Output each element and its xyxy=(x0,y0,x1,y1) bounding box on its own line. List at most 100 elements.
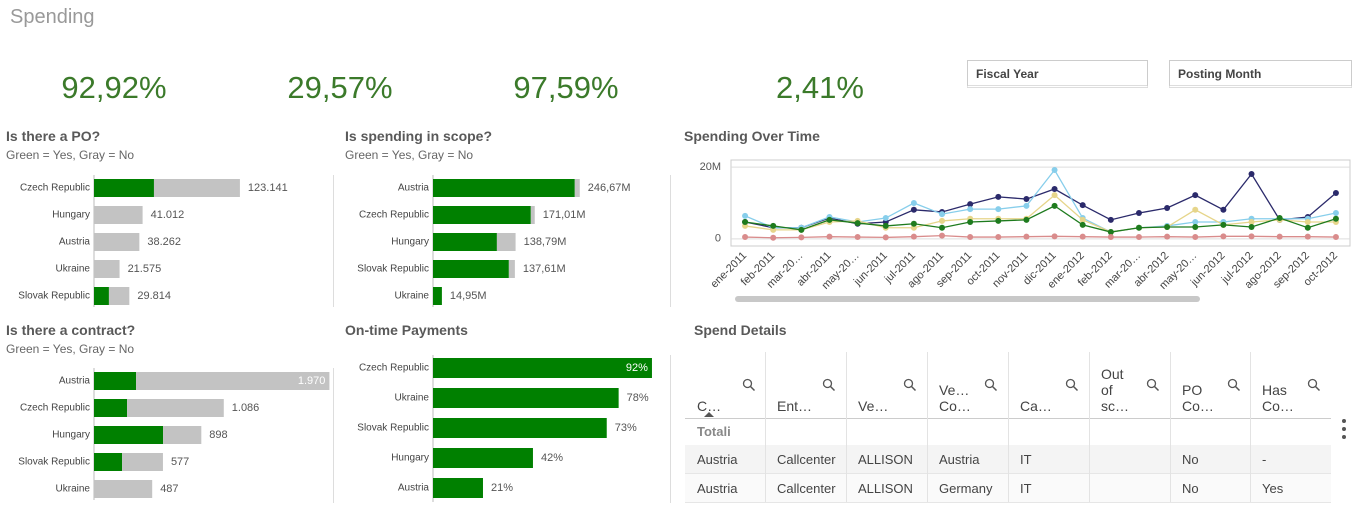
chart: Czech Republic Hungary Austria Ukraine Slova… xyxy=(18,175,288,307)
data-point xyxy=(967,234,974,241)
data-point xyxy=(854,234,861,241)
search-icon[interactable] xyxy=(1307,378,1321,392)
y-tick-label: 20M xyxy=(700,161,721,173)
bar-segment xyxy=(94,399,128,417)
data-point xyxy=(798,234,805,241)
value-label: 14,95M xyxy=(450,290,487,302)
y-tick-label: Slovak Republic xyxy=(18,457,90,468)
table-cell: Callcenter xyxy=(777,481,836,496)
y-tick-label: Czech Republic xyxy=(20,403,90,414)
table-cell: Austria xyxy=(697,452,738,467)
data-point xyxy=(798,226,805,233)
menu-dots[interactable] xyxy=(1342,418,1346,444)
table-cell: ALLISON xyxy=(858,481,913,496)
data-point xyxy=(995,234,1002,241)
y-tick-label: Austria xyxy=(398,183,430,194)
search-icon[interactable] xyxy=(1146,378,1160,392)
data-point xyxy=(1051,202,1058,209)
chart: Austria Czech Republic Hungary Slovak Repub… xyxy=(18,368,330,500)
series-line xyxy=(745,234,1336,239)
column-header: Ent… xyxy=(777,398,813,414)
search-icon[interactable] xyxy=(1065,378,1079,392)
column-divider xyxy=(1250,352,1251,502)
bar-segment xyxy=(496,233,516,251)
magnifier xyxy=(1065,378,1079,392)
panel-title: Is there a PO? xyxy=(6,128,101,144)
data-point xyxy=(742,218,749,225)
table-cell: No xyxy=(1182,452,1199,467)
data-point xyxy=(1164,224,1171,231)
data-point xyxy=(1304,218,1311,225)
value-label: 137,61M xyxy=(523,263,566,275)
filter[interactable]: Posting Month xyxy=(1169,60,1352,88)
data-point xyxy=(742,234,749,241)
separator xyxy=(333,175,334,307)
bar-segment xyxy=(574,179,580,197)
table-cell: Callcenter xyxy=(777,452,836,467)
data-point xyxy=(1023,216,1030,223)
value-label: 73% xyxy=(615,422,637,434)
y-tick-label: Ukraine xyxy=(395,291,430,302)
column-header: C… xyxy=(697,398,722,414)
bar-segment xyxy=(94,206,143,224)
y-tick-label: Hungary xyxy=(52,210,90,221)
data-point xyxy=(1164,233,1171,240)
data-point xyxy=(1220,233,1227,240)
value-label: 171,01M xyxy=(543,209,586,221)
separator xyxy=(670,175,671,307)
table-cell: IT xyxy=(1020,481,1032,496)
bar-segment xyxy=(94,453,123,471)
y-tick-label: Austria xyxy=(59,237,91,248)
data-point xyxy=(1304,233,1311,240)
data-point xyxy=(1135,210,1142,217)
bar-segment xyxy=(122,453,163,471)
data-point xyxy=(910,200,917,206)
value-label: 1.970 xyxy=(298,375,326,387)
data-point xyxy=(1135,224,1142,231)
search-icon[interactable] xyxy=(984,378,998,392)
bar xyxy=(433,418,607,438)
search-icon[interactable] xyxy=(1227,378,1241,392)
column-header: Ca… xyxy=(1020,398,1052,414)
table-cell: - xyxy=(1262,452,1267,467)
data-point xyxy=(967,218,974,225)
filter[interactable]: Fiscal Year xyxy=(967,60,1148,88)
value-label: 487 xyxy=(160,483,178,495)
data-point xyxy=(826,233,833,240)
bar-segment xyxy=(530,206,535,224)
data-point xyxy=(1248,233,1255,240)
data-point xyxy=(939,232,946,239)
bar-segment xyxy=(94,287,109,305)
bar-segment xyxy=(94,233,140,251)
data-point xyxy=(1135,234,1142,241)
data-point xyxy=(1051,192,1058,199)
panel-title: Is there a contract? xyxy=(6,322,136,338)
bar-segment xyxy=(508,260,515,278)
bar-segment xyxy=(433,260,509,278)
series-line xyxy=(744,168,1337,233)
data-point xyxy=(1276,215,1283,222)
panel-title: Is spending in scope? xyxy=(345,128,493,144)
data-point xyxy=(742,212,749,219)
data-point xyxy=(995,206,1002,213)
data-point xyxy=(1051,167,1058,174)
data-point xyxy=(1107,216,1114,223)
data-point xyxy=(882,234,889,241)
panel-subtitle: Green = Yes, Gray = No xyxy=(6,148,135,162)
search-icon[interactable] xyxy=(822,378,836,392)
data-point xyxy=(967,206,974,213)
search-icon[interactable] xyxy=(742,378,756,392)
data-point xyxy=(1192,218,1199,225)
magnifier xyxy=(1146,378,1160,392)
data-point xyxy=(1220,221,1227,228)
search-icon[interactable] xyxy=(903,378,917,392)
magnifier xyxy=(1307,378,1321,392)
data-point xyxy=(1079,202,1086,209)
data-point xyxy=(1051,233,1058,240)
y-tick-label: Austria xyxy=(59,376,91,387)
data-point xyxy=(1332,210,1339,217)
kpi: 2,41% xyxy=(776,70,864,105)
data-point xyxy=(1107,229,1114,236)
column-divider xyxy=(1008,352,1009,502)
